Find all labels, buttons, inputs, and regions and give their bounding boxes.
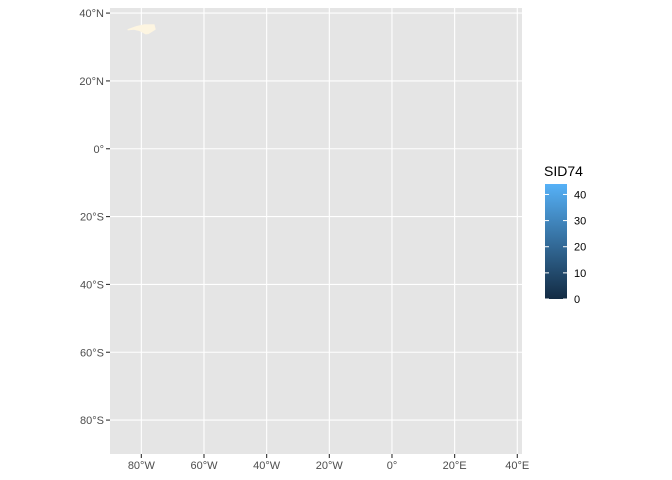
legend-tick-label: 40 — [574, 189, 586, 201]
y-axis-tick-label: 60°S — [80, 347, 104, 359]
legend-tick-label: 0 — [574, 294, 580, 306]
legend-title: SID74 — [544, 163, 583, 179]
legend-tick-label: 10 — [574, 268, 586, 280]
x-axis-tick-label: 60°W — [190, 460, 218, 472]
y-axis-tick-label: 40°S — [80, 279, 104, 291]
legend-colorbar — [545, 184, 567, 299]
region-polygon — [127, 24, 156, 35]
legend-tick-label: 30 — [574, 216, 586, 228]
y-axis-tick-label: 20°S — [80, 212, 104, 224]
x-axis-tick-label: 0° — [387, 460, 398, 472]
x-axis-tick-label: 40°W — [253, 460, 281, 472]
map-panel-background — [110, 8, 522, 454]
y-axis-tick-label: 40°N — [79, 8, 104, 20]
legend-tick-label: 20 — [574, 242, 586, 254]
y-axis-tick-label: 20°N — [79, 76, 104, 88]
x-axis-tick-label: 20°E — [443, 460, 467, 472]
y-axis-tick-label: 0° — [93, 144, 104, 156]
x-axis-tick-label: 80°W — [128, 460, 156, 472]
x-axis-tick-label: 40°E — [505, 460, 529, 472]
x-axis-tick-label: 20°W — [316, 460, 344, 472]
y-axis-tick-label: 80°S — [80, 415, 104, 427]
